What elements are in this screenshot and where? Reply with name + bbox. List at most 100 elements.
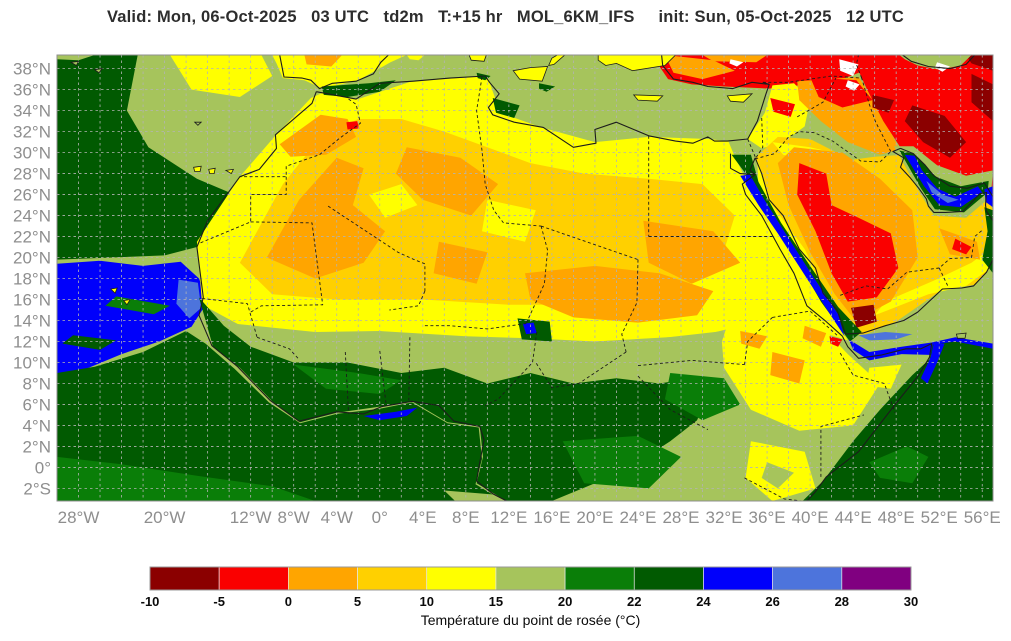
region-oman-coast-darkgreen <box>982 207 993 274</box>
x-tick-label: 52°E <box>921 508 958 527</box>
y-axis-labels: 38°N 36°N 34°N 32°N 30°N 28°N 26°N 24°N 22°N 20°N… <box>13 60 51 499</box>
island-sardinia <box>468 55 487 62</box>
region-caspian-lightgreen <box>899 55 972 70</box>
coast-arabia-south <box>845 259 993 335</box>
b-morocco-algeria <box>239 98 361 178</box>
island-azores-2 <box>93 68 104 74</box>
island-cyprus <box>726 93 754 103</box>
b-ethiopia-somalia <box>839 352 896 413</box>
region-iran-nw-darkred <box>872 94 894 113</box>
island-greece <box>597 55 677 72</box>
y-tick-label: 4°N <box>22 416 51 435</box>
b-burkina-niger <box>389 290 426 311</box>
region-white-spot-anatolia <box>729 59 744 67</box>
region-atlas-orange <box>279 114 357 157</box>
b-sudan-ethiopia <box>744 317 773 365</box>
region-kenya-lightgreen <box>761 462 794 489</box>
colorbar-tick-label: 10 <box>419 594 433 609</box>
region-balearic <box>406 55 425 61</box>
b-kenya-tanzania <box>744 477 802 501</box>
region-south-atlantic <box>57 331 504 501</box>
x-tick-label: 0° <box>372 508 388 527</box>
colorbar-segment <box>633 566 704 591</box>
b-sudan-ssudan <box>637 359 745 367</box>
colorbar-title: Température du point de rosée (°C) <box>421 612 641 628</box>
coast-sinai-redsea-west <box>729 153 843 337</box>
colorbar-segment <box>841 566 912 591</box>
region-sudan-orange <box>525 265 714 323</box>
colorbar-tick-label: 24 <box>696 594 711 609</box>
y-tick-label: 32°N <box>13 123 51 142</box>
region-djibouti-red <box>829 336 843 347</box>
x-tick-label: 8°W <box>278 508 310 527</box>
region-arabia-south-yellow <box>874 247 993 316</box>
b-jordan-saudi-iraq <box>755 131 892 163</box>
region-morocco-red-spot <box>346 121 360 130</box>
b-libya-chad <box>540 225 639 261</box>
y-tick-label: 38°N <box>13 60 51 79</box>
region-indian-ocean-darkgreen <box>802 341 993 501</box>
region-gulf-oman-blue <box>984 186 993 208</box>
colorbar-border <box>149 566 912 591</box>
region-sahara-orange-west <box>266 157 386 279</box>
x-tick-label: 32°E <box>706 508 743 527</box>
colorbar-tick-label: 5 <box>354 594 361 609</box>
coast-arabia-west <box>754 157 847 335</box>
y-tick-label: 36°N <box>13 81 51 100</box>
colorbar: -10 -5 0 5 10 15 20 22 24 26 28 30 Température du po… <box>141 566 918 628</box>
island-canary-3 <box>224 168 235 175</box>
region-somali-coast-blue <box>920 343 945 384</box>
b-mauritania-mali <box>250 221 324 313</box>
region-lakechad-blue <box>522 322 537 335</box>
y-tick-label: 2°S <box>23 479 51 498</box>
island-crete <box>632 94 664 102</box>
region-atlantic-darkgreen-streak <box>62 335 117 350</box>
colorbar-segment <box>703 566 773 591</box>
region-atlantic-royalblue <box>176 279 202 319</box>
colorbar-segment <box>564 566 635 591</box>
region-levant-yellow <box>747 83 811 149</box>
colorbar-tick-label: 15 <box>489 594 503 609</box>
region-congo-green <box>562 435 681 489</box>
colorbar-segment <box>149 566 220 591</box>
b-nigeria-cameroon <box>485 331 538 406</box>
colorbar-tick-label: 0 <box>285 594 292 609</box>
y-tick-label: 10°N <box>13 353 51 372</box>
map-plot-area <box>57 55 993 501</box>
region-iberia <box>272 55 407 89</box>
region-aden-royalblue <box>858 332 913 341</box>
b-niger-nigeria <box>424 323 527 330</box>
y-tick-label: 12°N <box>13 332 51 351</box>
colorbar-tick-label: 26 <box>765 594 779 609</box>
region-white-spot-alborz <box>934 62 950 72</box>
x-axis-labels: 28°W 20°W 12°W 8°W 4°W 0° 4°E 8°E 12°E 16°E 20°E 24… <box>58 508 1001 527</box>
region-north-atlantic-top-sliver <box>57 55 95 61</box>
colorbar-segment <box>288 566 358 591</box>
coast-sinai-east <box>749 157 756 176</box>
colorbar-tick-label: 20 <box>558 594 572 609</box>
x-tick-label: 24°E <box>619 508 656 527</box>
coast-atlantic-africa <box>196 91 507 501</box>
y-tick-label: 20°N <box>13 249 51 268</box>
y-tick-label: 8°N <box>22 374 51 393</box>
b-cotedivoire-ghana <box>344 351 350 414</box>
region-air-orange <box>433 241 488 284</box>
region-westafrica-green <box>293 364 402 394</box>
region-zagros-darkred <box>904 105 967 158</box>
b-syria-iraq <box>796 77 837 118</box>
x-tick-label: 12°E <box>490 508 527 527</box>
b-tunisia-algeria-libya <box>476 76 542 227</box>
x-tick-label: 12°W <box>230 508 272 527</box>
b-turkey-syria-iraq <box>762 75 862 83</box>
y-tick-label: 18°N <box>13 270 51 289</box>
island-socotra <box>955 332 967 339</box>
region-hoggar-yellow <box>369 184 418 218</box>
colorbar-tick-label: 28 <box>835 594 849 609</box>
x-tick-label: 28°E <box>662 508 699 527</box>
region-ethiopia-orange-b <box>740 331 768 349</box>
b-wsahara-mauritania <box>197 176 287 245</box>
region-gulf-royalblue <box>926 180 959 203</box>
x-tick-label: 28°W <box>58 508 100 527</box>
